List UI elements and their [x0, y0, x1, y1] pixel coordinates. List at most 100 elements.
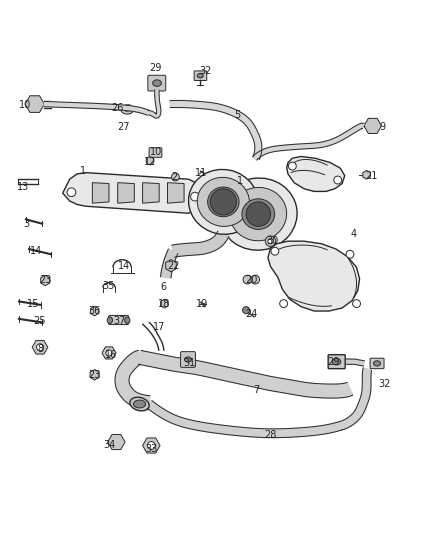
Text: 14: 14 [118, 261, 130, 271]
Polygon shape [172, 231, 229, 257]
Circle shape [148, 441, 155, 449]
Polygon shape [287, 157, 345, 191]
Circle shape [271, 247, 279, 255]
Text: 22: 22 [167, 261, 180, 271]
Polygon shape [253, 123, 364, 160]
Text: 35: 35 [103, 281, 115, 291]
Circle shape [243, 275, 252, 284]
Text: 5: 5 [234, 110, 240, 119]
Circle shape [210, 189, 237, 215]
Ellipse shape [197, 177, 250, 227]
Ellipse shape [152, 80, 161, 86]
Ellipse shape [374, 361, 381, 366]
Polygon shape [63, 173, 205, 213]
Text: 33: 33 [145, 444, 157, 454]
Text: 20: 20 [246, 276, 258, 286]
Text: 2: 2 [171, 172, 177, 182]
Text: 37: 37 [113, 316, 126, 326]
Text: 18: 18 [158, 298, 170, 309]
Ellipse shape [188, 169, 258, 235]
Text: 14: 14 [30, 246, 42, 256]
Ellipse shape [219, 178, 297, 250]
Polygon shape [345, 359, 364, 366]
Polygon shape [167, 183, 184, 203]
Circle shape [67, 188, 76, 197]
Polygon shape [160, 249, 178, 278]
Text: 4: 4 [350, 229, 357, 239]
Ellipse shape [184, 357, 191, 362]
Ellipse shape [125, 317, 130, 324]
Circle shape [171, 173, 179, 181]
FancyBboxPatch shape [328, 354, 345, 369]
Text: 34: 34 [103, 440, 115, 450]
FancyBboxPatch shape [109, 316, 129, 325]
Text: 29: 29 [327, 357, 339, 367]
Text: 6: 6 [160, 282, 166, 293]
Text: 1: 1 [80, 166, 86, 176]
Text: 11: 11 [194, 168, 207, 177]
Polygon shape [148, 90, 161, 118]
Text: 23: 23 [39, 276, 51, 286]
Text: 13: 13 [17, 182, 29, 192]
Text: 19: 19 [196, 298, 208, 309]
Polygon shape [44, 101, 149, 115]
Text: 29: 29 [149, 63, 162, 73]
Ellipse shape [107, 317, 113, 324]
Text: 21: 21 [366, 171, 378, 181]
Circle shape [288, 162, 296, 170]
Ellipse shape [208, 187, 239, 217]
FancyBboxPatch shape [149, 148, 162, 157]
Polygon shape [268, 241, 360, 311]
Polygon shape [146, 401, 342, 438]
Text: 32: 32 [378, 378, 390, 389]
Text: 31: 31 [183, 358, 195, 368]
Circle shape [106, 350, 112, 356]
Text: 15: 15 [27, 298, 39, 309]
Text: 3: 3 [23, 219, 29, 229]
Text: 24: 24 [246, 309, 258, 319]
Text: 1: 1 [237, 176, 243, 187]
Ellipse shape [332, 358, 341, 365]
Text: 8: 8 [38, 344, 44, 353]
Text: 36: 36 [88, 306, 101, 316]
Ellipse shape [121, 104, 134, 114]
Text: 26: 26 [112, 103, 124, 114]
Text: 23: 23 [88, 370, 101, 380]
Polygon shape [170, 100, 262, 159]
Text: 9: 9 [380, 122, 386, 132]
Circle shape [36, 344, 43, 351]
Text: 25: 25 [33, 316, 46, 326]
FancyBboxPatch shape [148, 75, 166, 91]
FancyBboxPatch shape [194, 71, 207, 80]
Ellipse shape [242, 199, 275, 229]
Polygon shape [339, 368, 371, 430]
Text: 10: 10 [18, 100, 31, 110]
Text: 7: 7 [253, 385, 259, 394]
Text: 10: 10 [149, 147, 162, 157]
Text: 32: 32 [199, 66, 211, 76]
Ellipse shape [124, 107, 131, 111]
Circle shape [146, 157, 154, 165]
Circle shape [280, 300, 288, 308]
Circle shape [334, 176, 342, 184]
Text: 28: 28 [264, 430, 277, 440]
Circle shape [191, 192, 199, 201]
Polygon shape [92, 183, 109, 203]
Text: 12: 12 [144, 157, 156, 167]
Text: 17: 17 [152, 322, 165, 332]
Ellipse shape [197, 74, 203, 78]
Circle shape [265, 236, 276, 246]
Circle shape [353, 300, 360, 308]
Circle shape [251, 275, 260, 284]
FancyBboxPatch shape [370, 358, 384, 369]
Polygon shape [138, 351, 353, 398]
Polygon shape [118, 183, 134, 203]
Text: 16: 16 [105, 350, 117, 360]
Polygon shape [143, 183, 159, 203]
Ellipse shape [130, 397, 149, 411]
Text: 30: 30 [266, 236, 279, 246]
Ellipse shape [134, 400, 146, 408]
FancyBboxPatch shape [180, 352, 195, 367]
Circle shape [246, 202, 271, 227]
Text: 27: 27 [117, 122, 130, 132]
